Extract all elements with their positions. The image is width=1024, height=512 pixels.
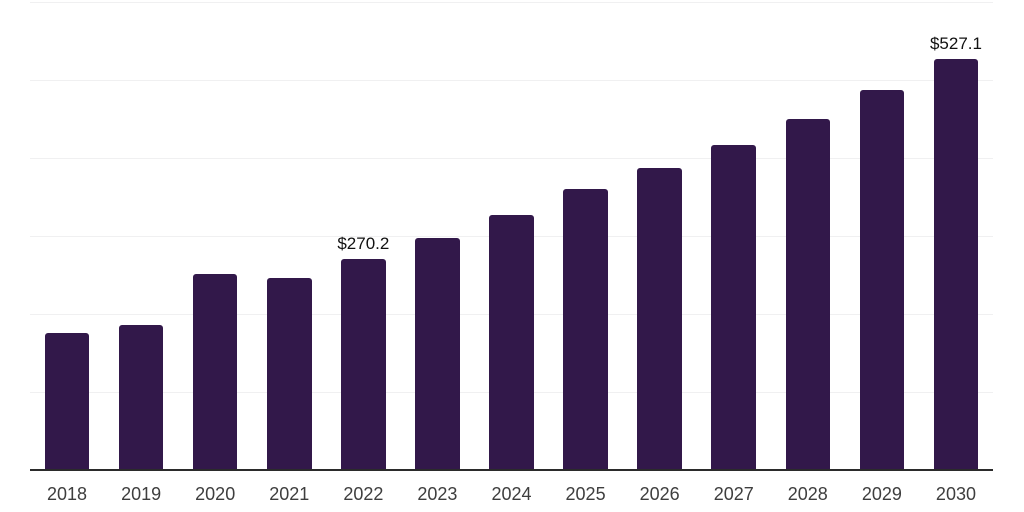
bar-2027 xyxy=(711,144,756,470)
gridline xyxy=(30,158,993,159)
bar-2025 xyxy=(563,188,608,470)
bar-2026 xyxy=(637,167,682,470)
x-tick-label: 2024 xyxy=(491,484,532,504)
x-axis-labels: 2018 2019 2020 2021 2022 2023 2024 2025 2026 2027… xyxy=(30,484,993,508)
data-label-2022: $270.2 xyxy=(337,234,390,254)
bar-2020 xyxy=(192,274,238,470)
bar-2019 xyxy=(118,324,164,470)
bar-2018 xyxy=(44,333,90,470)
bar-2024 xyxy=(489,215,534,470)
x-tick-label: 2029 xyxy=(861,484,902,504)
bar-2028 xyxy=(785,119,831,470)
bar-2029 xyxy=(859,89,905,470)
x-tick-label: 2019 xyxy=(121,484,162,504)
x-axis-line xyxy=(30,469,993,471)
x-tick-label: 2023 xyxy=(417,484,458,504)
x-tick-label: 2025 xyxy=(565,484,606,504)
bar-2021 xyxy=(267,277,312,470)
bar-2022 xyxy=(341,259,386,470)
x-tick-label: 2021 xyxy=(269,484,310,504)
x-tick-label: 2022 xyxy=(343,484,384,504)
x-tick-label: 2026 xyxy=(639,484,680,504)
x-tick-label: 2028 xyxy=(787,484,828,504)
data-label-2030: $527.1 xyxy=(929,33,982,53)
x-tick-label: 2027 xyxy=(713,484,754,504)
bar-2023 xyxy=(415,238,460,470)
plot-area: $270.2 $527.1 xyxy=(30,2,993,470)
x-tick-label: 2018 xyxy=(47,484,88,504)
gridline xyxy=(30,2,993,3)
gridline xyxy=(30,80,993,81)
bar-2030 xyxy=(933,58,979,470)
x-tick-label: 2030 xyxy=(935,484,976,504)
x-tick-label: 2020 xyxy=(195,484,236,504)
